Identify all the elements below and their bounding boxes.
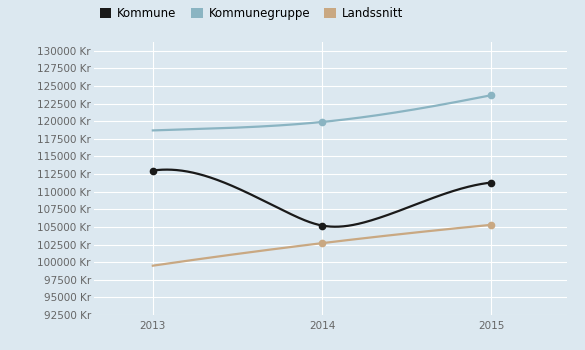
Legend: Kommune, Kommunegruppe, Landssnitt: Kommune, Kommunegruppe, Landssnitt	[99, 7, 403, 20]
